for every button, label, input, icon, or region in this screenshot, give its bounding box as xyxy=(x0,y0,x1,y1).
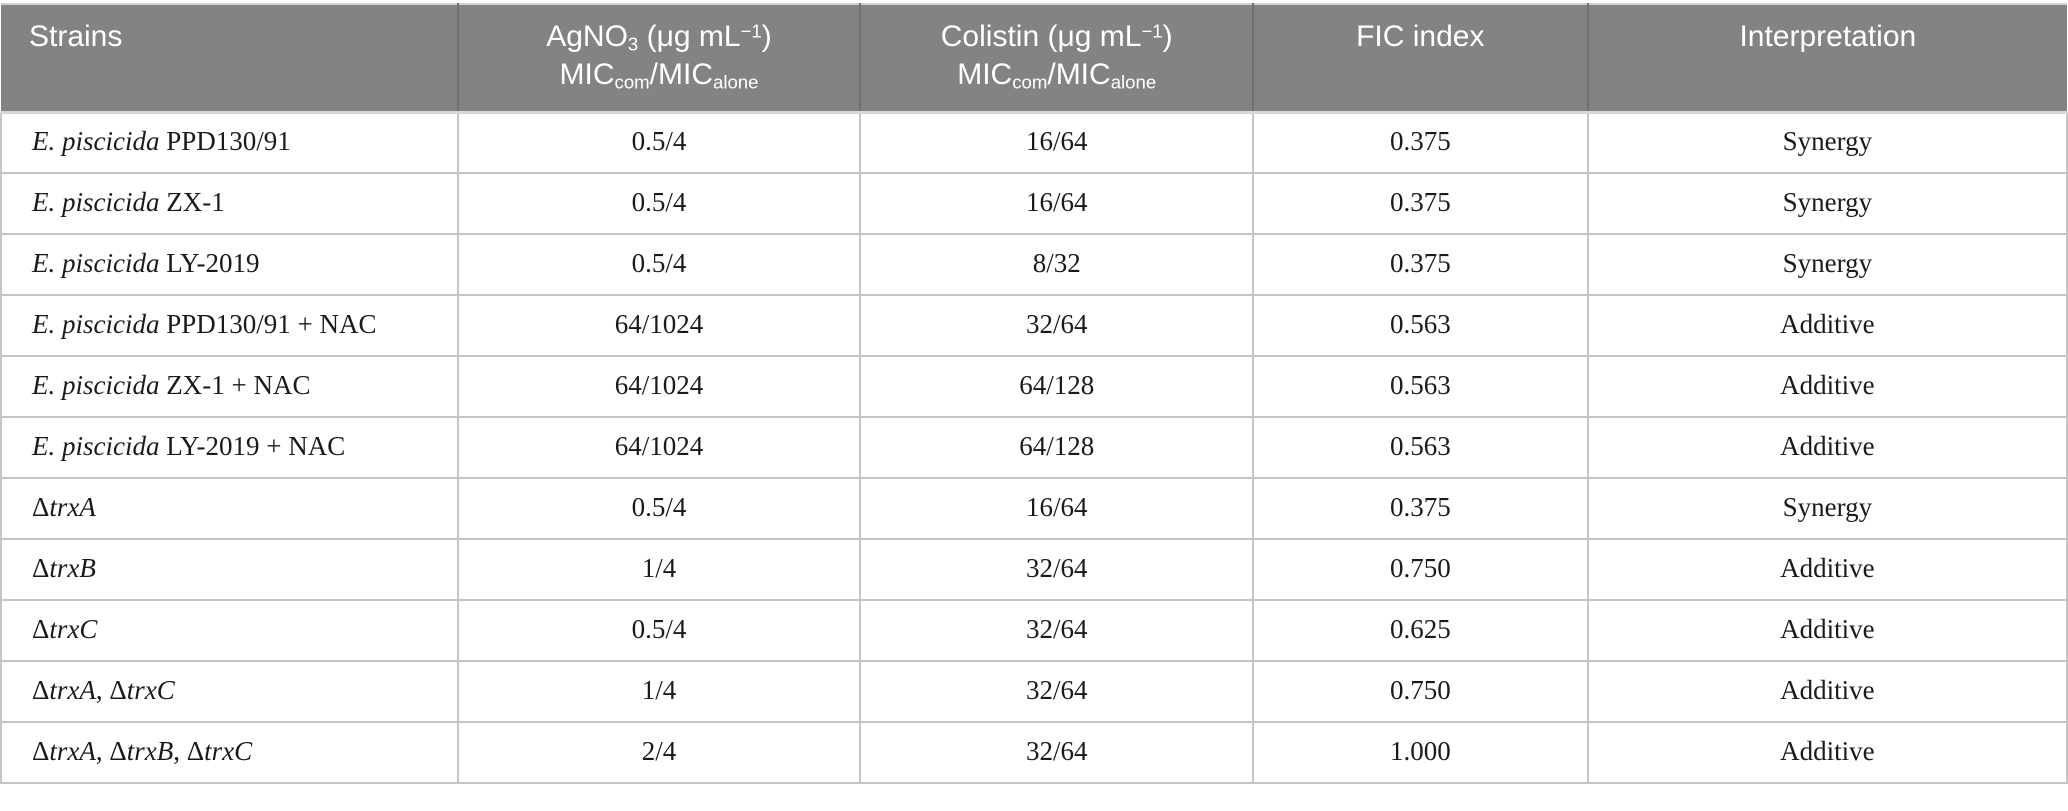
table-row: ΔtrxC 0.5/4 32/64 0.625 Additive xyxy=(0,600,2068,662)
cell-strain: ΔtrxA xyxy=(0,478,459,540)
table-row: E. piscicida LY-2019 + NAC 64/1024 64/128 0… xyxy=(0,417,2068,479)
cell-interpretation: Additive xyxy=(1586,661,2068,723)
cell-colistin: 16/64 xyxy=(859,478,1254,540)
cell-strain: ΔtrxC xyxy=(0,600,459,662)
cell-colistin: 16/64 xyxy=(859,173,1254,235)
cell-colistin: 32/64 xyxy=(859,539,1254,601)
cell-fic: 1.000 xyxy=(1251,722,1589,784)
table-row: ΔtrxA, ΔtrxC 1/4 32/64 0.750 Additive xyxy=(0,661,2068,723)
cell-interpretation: Additive xyxy=(1586,600,2068,662)
cell-fic: 0.750 xyxy=(1251,661,1589,723)
cell-agno3: 64/1024 xyxy=(456,417,862,479)
cell-strain: E. piscicida PPD130/91 + NAC xyxy=(0,295,459,357)
cell-strain: E. piscicida LY-2019 xyxy=(0,234,459,296)
cell-agno3: 1/4 xyxy=(456,539,862,601)
cell-interpretation: Additive xyxy=(1586,417,2068,479)
cell-fic: 0.563 xyxy=(1251,295,1589,357)
cell-agno3: 0.5/4 xyxy=(456,478,862,540)
cell-interpretation: Synergy xyxy=(1586,478,2068,540)
column-header-interpretation: Interpretation xyxy=(1587,4,2067,114)
cell-colistin: 64/128 xyxy=(859,356,1254,418)
cell-interpretation: Synergy xyxy=(1586,112,2068,174)
column-header-strain: Strains xyxy=(1,4,459,114)
cell-agno3: 2/4 xyxy=(456,722,862,784)
cell-strain: E. piscicida LY-2019 + NAC xyxy=(0,417,459,479)
cell-strain: ΔtrxA, ΔtrxB, ΔtrxC xyxy=(0,722,459,784)
table-row: ΔtrxA, ΔtrxB, ΔtrxC 2/4 32/64 1.000 Additive xyxy=(0,722,2068,784)
column-header-agno3: AgNO3 (μg mL−1) MICcom/MICalone xyxy=(457,4,862,114)
column-header-fic: FIC index xyxy=(1252,4,1589,114)
cell-agno3: 0.5/4 xyxy=(456,234,862,296)
cell-fic: 0.563 xyxy=(1251,356,1589,418)
cell-agno3: 64/1024 xyxy=(456,295,862,357)
cell-fic: 0.375 xyxy=(1251,112,1589,174)
cell-agno3: 1/4 xyxy=(456,661,862,723)
cell-agno3: 64/1024 xyxy=(456,356,862,418)
cell-strain: ΔtrxA, ΔtrxC xyxy=(0,661,459,723)
cell-agno3: 0.5/4 xyxy=(456,600,862,662)
table-header: Strains AgNO3 (μg mL−1) MICcom/MICalone Col… xyxy=(1,4,2067,114)
header-row: Strains AgNO3 (μg mL−1) MICcom/MICalone Col… xyxy=(1,4,2067,114)
cell-colistin: 32/64 xyxy=(859,722,1254,784)
cell-agno3: 0.5/4 xyxy=(456,112,862,174)
cell-fic: 0.750 xyxy=(1251,539,1589,601)
table-row: E. piscicida PPD130/91 + NAC 64/1024 32/64… xyxy=(0,295,2068,357)
cell-interpretation: Additive xyxy=(1586,722,2068,784)
cell-interpretation: Synergy xyxy=(1586,234,2068,296)
cell-colistin: 32/64 xyxy=(859,661,1254,723)
cell-colistin: 32/64 xyxy=(859,295,1254,357)
cell-colistin: 8/32 xyxy=(859,234,1254,296)
cell-interpretation: Additive xyxy=(1586,539,2068,601)
cell-strain: ΔtrxB xyxy=(0,539,459,601)
table-row: E. piscicida ZX-1 0.5/4 16/64 0.375 Synergy xyxy=(0,173,2068,235)
cell-colistin: 16/64 xyxy=(859,112,1254,174)
cell-interpretation: Additive xyxy=(1586,356,2068,418)
cell-interpretation: Additive xyxy=(1586,295,2068,357)
column-header-colistin: Colistin (μg mL−1) MICcom/MICalone xyxy=(860,4,1254,114)
cell-fic: 0.563 xyxy=(1251,417,1589,479)
cell-fic: 0.375 xyxy=(1251,234,1589,296)
cell-interpretation: Synergy xyxy=(1586,173,2068,235)
cell-strain: E. piscicida ZX-1 xyxy=(0,173,459,235)
cell-fic: 0.625 xyxy=(1251,600,1589,662)
mic-fic-table: Strains AgNO3 (μg mL−1) MICcom/MICalone Col… xyxy=(0,3,2068,784)
cell-colistin: 64/128 xyxy=(859,417,1254,479)
cell-agno3: 0.5/4 xyxy=(456,173,862,235)
cell-fic: 0.375 xyxy=(1251,173,1589,235)
table-row: E. piscicida PPD130/91 0.5/4 16/64 0.375 Syn… xyxy=(0,112,2068,174)
table-row: ΔtrxB 1/4 32/64 0.750 Additive xyxy=(0,539,2068,601)
table-row: ΔtrxA 0.5/4 16/64 0.375 Synergy xyxy=(0,478,2068,540)
cell-strain: E. piscicida PPD130/91 xyxy=(0,112,459,174)
cell-fic: 0.375 xyxy=(1251,478,1589,540)
table-row: E. piscicida LY-2019 0.5/4 8/32 0.375 Synerg… xyxy=(0,234,2068,296)
table-row: E. piscicida ZX-1 + NAC 64/1024 64/128 0.56… xyxy=(0,356,2068,418)
table-body: E. piscicida PPD130/91 0.5/4 16/64 0.375 Syn… xyxy=(0,112,2068,784)
cell-colistin: 32/64 xyxy=(859,600,1254,662)
cell-strain: E. piscicida ZX-1 + NAC xyxy=(0,356,459,418)
